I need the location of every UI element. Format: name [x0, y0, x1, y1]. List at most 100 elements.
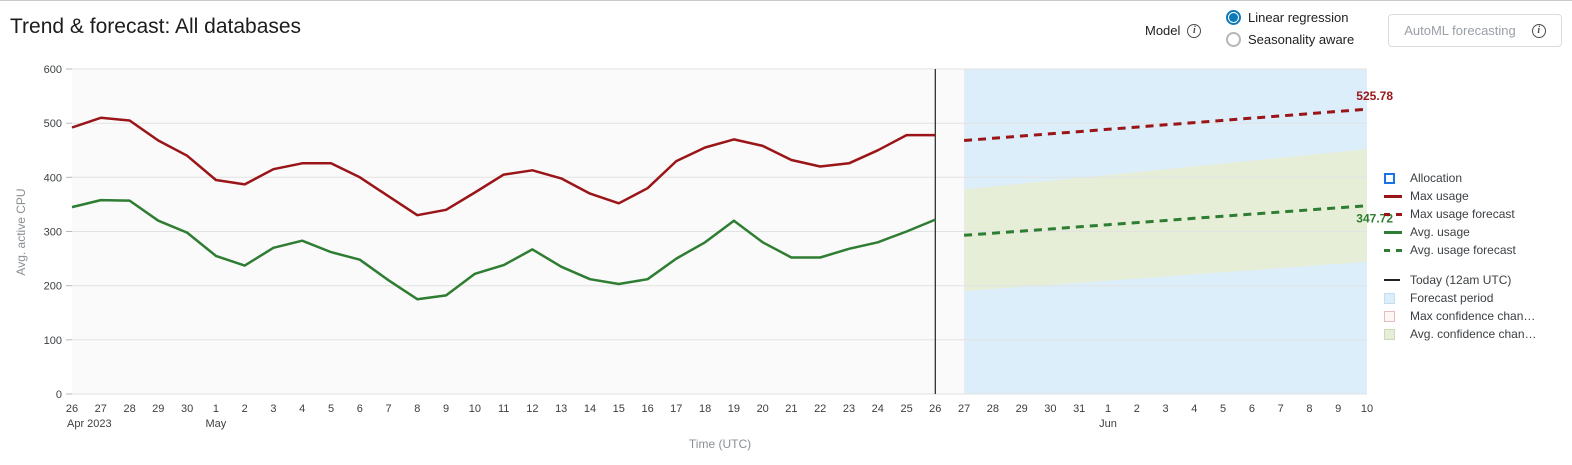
radio-linear-regression[interactable]: Linear regression: [1226, 9, 1354, 26]
x-tick-label: 3: [1163, 403, 1169, 415]
x-tick-label: 2: [1134, 403, 1140, 415]
x-tick-label: 19: [728, 403, 740, 415]
x-tick-label: 6: [1249, 403, 1255, 415]
x-tick-label: 15: [613, 403, 625, 415]
model-radio-group: Linear regression Seasonality aware: [1226, 9, 1354, 48]
avg-usage-swatch-icon: [1384, 230, 1402, 234]
legend-item-today-12am-utc[interactable]: Today (12am UTC): [1384, 271, 1568, 289]
max-usage-forecast-value-label: 525.78: [1356, 89, 1393, 103]
legend-item-avg-usage-forecast[interactable]: Avg. usage forecast: [1384, 241, 1568, 259]
x-tick-label: 31: [1073, 403, 1085, 415]
x-tick-label: 17: [670, 403, 682, 415]
x-tick-label: 24: [872, 403, 884, 415]
y-tick-label: 100: [44, 335, 62, 347]
chart-area: 0 100 200 300 400 500 600 525.78 347.72 26 27 28 29 3…: [0, 56, 1400, 465]
x-tick-label: 5: [328, 403, 334, 415]
x-tick-label: 28: [123, 403, 135, 415]
page-title: Trend & forecast: All databases: [10, 15, 302, 38]
avg-confidence-chan-swatch-icon: [1384, 328, 1402, 340]
x-tick-label: 8: [1306, 403, 1312, 415]
x-tick-label: 18: [699, 403, 711, 415]
max-usage-forecast-line: [963, 107, 1368, 142]
x-tick-label: 22: [814, 403, 826, 415]
x-axis-title: Time (UTC): [689, 437, 751, 451]
x-tick-label: 2: [242, 403, 248, 415]
x-tick-label: 27: [958, 403, 970, 415]
x-tick-label: 8: [414, 403, 420, 415]
y-tick-label: 500: [44, 118, 62, 130]
radio-label: Seasonality aware: [1248, 32, 1355, 47]
x-tick-label: 30: [181, 403, 193, 415]
x-tick-label: 27: [95, 403, 107, 415]
radio-selected-icon[interactable]: [1226, 10, 1241, 25]
y-axis-title: Avg. active CPU: [14, 188, 28, 275]
chart-legend: Allocation Max usage Max usage forecast Avg…: [1384, 169, 1568, 343]
legend-item-max-confidence-chan[interactable]: Max confidence chan…: [1384, 307, 1568, 325]
allocation-swatch-icon: [1384, 172, 1402, 184]
model-label: Model: [1145, 23, 1181, 38]
legend-label: Allocation: [1410, 171, 1463, 185]
legend-item-avg-confidence-chan[interactable]: Avg. confidence chan…: [1384, 325, 1568, 343]
y-tick-label: 300: [44, 227, 62, 239]
legend-label: Avg. usage forecast: [1410, 243, 1516, 257]
legend-label: Max usage: [1410, 189, 1469, 203]
avg-usage-forecast-swatch-icon: [1384, 248, 1402, 252]
automl-forecasting-button[interactable]: AutoML forecasting: [1388, 14, 1562, 47]
x-tick-label: 9: [1335, 403, 1341, 415]
max-usage-swatch-icon: [1384, 194, 1402, 198]
automl-info-icon[interactable]: [1531, 23, 1546, 38]
legend-item-avg-usage[interactable]: Avg. usage: [1384, 223, 1568, 241]
today-12am-utc-swatch-icon: [1384, 279, 1402, 281]
avg-usage-line: [71, 198, 936, 301]
legend-label: Max usage forecast: [1410, 207, 1515, 221]
x-tick-label: 25: [900, 403, 912, 415]
x-tick-label: 16: [641, 403, 653, 415]
legend-item-max-usage[interactable]: Max usage: [1384, 187, 1568, 205]
x-tick-label: 4: [1191, 403, 1197, 415]
y-tick-label: 400: [44, 172, 62, 184]
x-tick-label: 10: [469, 403, 481, 415]
y-tick-label: 0: [56, 389, 62, 401]
x-tick-label: 21: [785, 403, 797, 415]
x-tick-label: 9: [443, 403, 449, 415]
legend-label: Max confidence chan…: [1410, 309, 1536, 323]
legend-item-max-usage-forecast[interactable]: Max usage forecast: [1384, 205, 1568, 223]
x-tick-label: 14: [584, 403, 596, 415]
x-tick-label: 26: [66, 403, 78, 415]
x-tick-label: 5: [1220, 403, 1226, 415]
x-tick-label: 7: [386, 403, 392, 415]
y-tick-label: 600: [44, 64, 62, 76]
month-label: May: [206, 418, 227, 430]
max-usage-line: [71, 116, 936, 217]
model-selector-label: Model: [1145, 23, 1202, 38]
avg-usage-forecast-line: [963, 204, 1368, 237]
automl-forecasting-label: AutoML forecasting: [1404, 23, 1516, 38]
x-tick-label: 30: [1044, 403, 1056, 415]
month-label: Jun: [1099, 418, 1117, 430]
x-tick-label: 29: [152, 403, 164, 415]
radio-seasonality-aware[interactable]: Seasonality aware: [1226, 31, 1354, 48]
legend-item-allocation[interactable]: Allocation: [1384, 169, 1568, 187]
x-tick-label: 20: [757, 403, 769, 415]
header: Trend & forecast: All databases Model Li…: [0, 1, 1572, 56]
max-confidence-chan-swatch-icon: [1384, 310, 1402, 322]
legend-label: Today (12am UTC): [1410, 273, 1512, 287]
y-tick-label: 200: [44, 281, 62, 293]
max-usage-forecast-swatch-icon: [1384, 212, 1402, 216]
x-tick-label: 29: [1016, 403, 1028, 415]
x-tick-label: 26: [929, 403, 941, 415]
forecast-period-swatch-icon: [1384, 292, 1402, 304]
legend-item-forecast-period[interactable]: Forecast period: [1384, 289, 1568, 307]
x-tick-label: 10: [1361, 403, 1373, 415]
x-tick-label: 12: [526, 403, 538, 415]
legend-label: Avg. usage: [1410, 225, 1470, 239]
radio-unselected-icon[interactable]: [1226, 32, 1241, 47]
x-tick-label: 23: [843, 403, 855, 415]
x-tick-label: 4: [299, 403, 305, 415]
x-tick-label: 1: [213, 403, 219, 415]
legend-label: Forecast period: [1410, 291, 1494, 305]
model-info-icon[interactable]: [1187, 23, 1202, 38]
x-tick-label: 7: [1278, 403, 1284, 415]
x-tick-label: 28: [987, 403, 999, 415]
